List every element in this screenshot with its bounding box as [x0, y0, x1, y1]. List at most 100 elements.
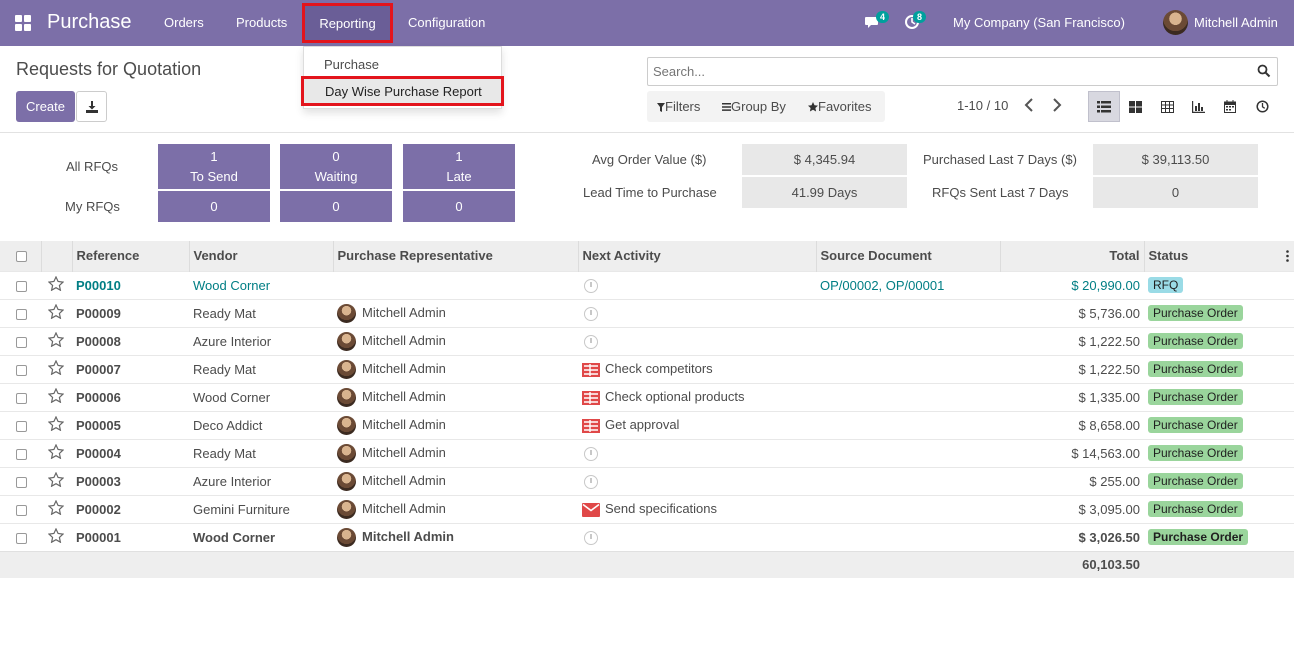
tasks-icon[interactable] [582, 390, 600, 405]
menu-products[interactable]: Products [236, 15, 288, 30]
star-icon[interactable] [47, 303, 65, 322]
clock-icon[interactable] [584, 278, 598, 293]
menu-configuration[interactable]: Configuration [408, 15, 486, 30]
pager-previous-icon[interactable] [1024, 98, 1034, 112]
table-row[interactable]: P00008 Azure Interior Mitchell Admin $ 1,22… [0, 326, 1294, 355]
filters-button[interactable]: Filters [657, 99, 700, 114]
app-brand[interactable]: Purchase [47, 11, 132, 33]
star-icon[interactable] [47, 527, 65, 546]
reference[interactable]: P00008 [76, 333, 121, 349]
tile-late[interactable]: 1 Late [403, 144, 515, 189]
pivot-view-button[interactable] [1151, 91, 1183, 122]
column-vendor[interactable]: Vendor [188, 241, 333, 271]
table-row[interactable]: P00006 Wood Corner Mitchell Admin Check opt… [0, 382, 1294, 411]
user-avatar[interactable] [1163, 10, 1188, 35]
star-icon[interactable] [47, 331, 65, 350]
vendor[interactable]: Wood Corner [193, 389, 271, 405]
reference[interactable]: P00003 [76, 473, 121, 489]
list-view-button[interactable] [1088, 91, 1120, 122]
kanban-view-button[interactable] [1120, 91, 1152, 122]
row-checkbox[interactable] [16, 476, 27, 488]
table-row[interactable]: P00004 Ready Mat Mitchell Admin $ 14,563.00… [0, 438, 1294, 467]
star-icon[interactable] [47, 415, 65, 434]
user-menu[interactable]: Mitchell Admin [1194, 15, 1278, 30]
menu-reporting[interactable]: Reporting [302, 3, 393, 43]
star-icon[interactable] [47, 359, 65, 378]
favorites-button[interactable]: Favorites [808, 99, 871, 114]
activity-summary[interactable]: Send specifications [605, 501, 718, 517]
optional-columns-icon[interactable] [1286, 250, 1289, 262]
column-next-activity[interactable]: Next Activity [577, 241, 816, 271]
tile-to-send[interactable]: 1 To Send [158, 144, 270, 189]
table-row[interactable]: P00010 Wood Corner OP/00002, OP/00001 $ 20,… [0, 270, 1294, 299]
tile-my-to-send[interactable]: 0 [158, 191, 270, 222]
row-checkbox[interactable] [16, 504, 27, 516]
tile-my-late[interactable]: 0 [403, 191, 515, 222]
column-total[interactable]: Total [999, 241, 1144, 271]
vendor[interactable]: Deco Addict [193, 417, 263, 433]
reference[interactable]: P00005 [76, 417, 121, 433]
star-icon[interactable] [47, 275, 65, 294]
source-document[interactable]: OP/00002, OP/00001 [820, 277, 945, 293]
star-icon[interactable] [47, 499, 65, 518]
download-button[interactable] [76, 91, 107, 122]
create-button[interactable]: Create [16, 91, 75, 122]
tasks-icon[interactable] [582, 362, 600, 377]
reference[interactable]: P00007 [76, 361, 121, 377]
reference[interactable]: P00006 [76, 389, 121, 405]
company-switcher[interactable]: My Company (San Francisco) [953, 15, 1125, 30]
activity-summary[interactable]: Check competitors [605, 361, 713, 377]
search-input[interactable] [648, 58, 1248, 85]
row-checkbox[interactable] [16, 364, 27, 376]
reference[interactable]: P00010 [76, 277, 121, 293]
messages-icon[interactable] [864, 13, 882, 31]
reference[interactable]: P00004 [76, 445, 121, 461]
table-row[interactable]: P00002 Gemini Furniture Mitchell Admin Send… [0, 494, 1294, 523]
vendor[interactable]: Ready Mat [193, 305, 256, 321]
row-checkbox[interactable] [16, 448, 27, 460]
vendor[interactable]: Azure Interior [193, 473, 272, 489]
pager-value[interactable]: 1-10 / 10 [957, 98, 1009, 113]
clock-icon[interactable] [584, 530, 598, 545]
activity-summary[interactable]: Get approval [605, 417, 680, 433]
clock-icon[interactable] [584, 446, 598, 461]
star-icon[interactable] [47, 443, 65, 462]
vendor[interactable]: Azure Interior [193, 333, 272, 349]
table-row[interactable]: P00005 Deco Addict Mitchell Admin Get appro… [0, 410, 1294, 439]
clock-icon[interactable] [584, 306, 598, 321]
activity-summary[interactable]: Check optional products [605, 389, 745, 405]
calendar-view-button[interactable] [1215, 91, 1247, 122]
row-checkbox[interactable] [16, 336, 27, 348]
column-purchase-representative[interactable]: Purchase Representative [332, 241, 578, 271]
reference[interactable]: P00002 [76, 501, 121, 517]
column-status[interactable]: Status [1143, 241, 1294, 271]
dropdown-item-purchase[interactable]: Purchase [324, 57, 379, 72]
activity-view-button[interactable] [1246, 91, 1278, 122]
vendor[interactable]: Gemini Furniture [193, 501, 290, 517]
vendor[interactable]: Ready Mat [193, 361, 256, 377]
dropdown-item-day-wise-purchase-report[interactable]: Day Wise Purchase Report [301, 76, 504, 106]
graph-view-button[interactable] [1183, 91, 1215, 122]
clock-icon[interactable] [584, 334, 598, 349]
column-source-document[interactable]: Source Document [815, 241, 1000, 271]
vendor[interactable]: Ready Mat [193, 445, 256, 461]
reference[interactable]: P00009 [76, 305, 121, 321]
reference[interactable]: P00001 [76, 529, 121, 545]
vendor[interactable]: Wood Corner [193, 529, 276, 545]
pager-next-icon[interactable] [1052, 98, 1062, 112]
table-row[interactable]: P00007 Ready Mat Mitchell Admin Check compe… [0, 354, 1294, 383]
tasks-icon[interactable] [582, 418, 600, 433]
row-checkbox[interactable] [16, 532, 27, 544]
groupby-button[interactable]: Group By [722, 99, 786, 114]
tile-my-waiting[interactable]: 0 [280, 191, 392, 222]
menu-orders[interactable]: Orders [164, 15, 204, 30]
vendor[interactable]: Wood Corner [193, 277, 271, 293]
search-icon[interactable] [1257, 64, 1271, 78]
row-checkbox[interactable] [16, 420, 27, 432]
table-row[interactable]: P00003 Azure Interior Mitchell Admin $ 255.… [0, 466, 1294, 495]
clock-icon[interactable] [584, 474, 598, 489]
star-icon[interactable] [47, 471, 65, 490]
tile-waiting[interactable]: 0 Waiting [280, 144, 392, 189]
star-icon[interactable] [47, 387, 65, 406]
table-row[interactable]: P00009 Ready Mat Mitchell Admin $ 5,736.00 P… [0, 298, 1294, 327]
